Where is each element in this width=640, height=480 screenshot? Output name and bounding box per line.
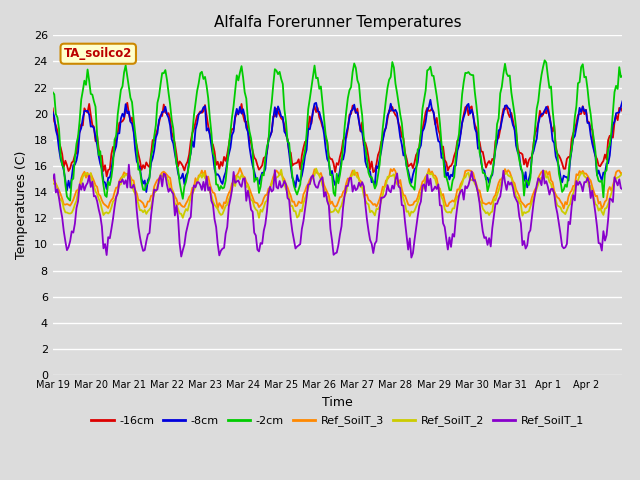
Text: TA_soilco2: TA_soilco2 <box>64 47 132 60</box>
Y-axis label: Temperatures (C): Temperatures (C) <box>15 151 28 260</box>
X-axis label: Time: Time <box>322 396 353 408</box>
Legend: -16cm, -8cm, -2cm, Ref_SoilT_3, Ref_SoilT_2, Ref_SoilT_1: -16cm, -8cm, -2cm, Ref_SoilT_3, Ref_Soil… <box>87 411 588 431</box>
Title: Alfalfa Forerunner Temperatures: Alfalfa Forerunner Temperatures <box>214 15 461 30</box>
